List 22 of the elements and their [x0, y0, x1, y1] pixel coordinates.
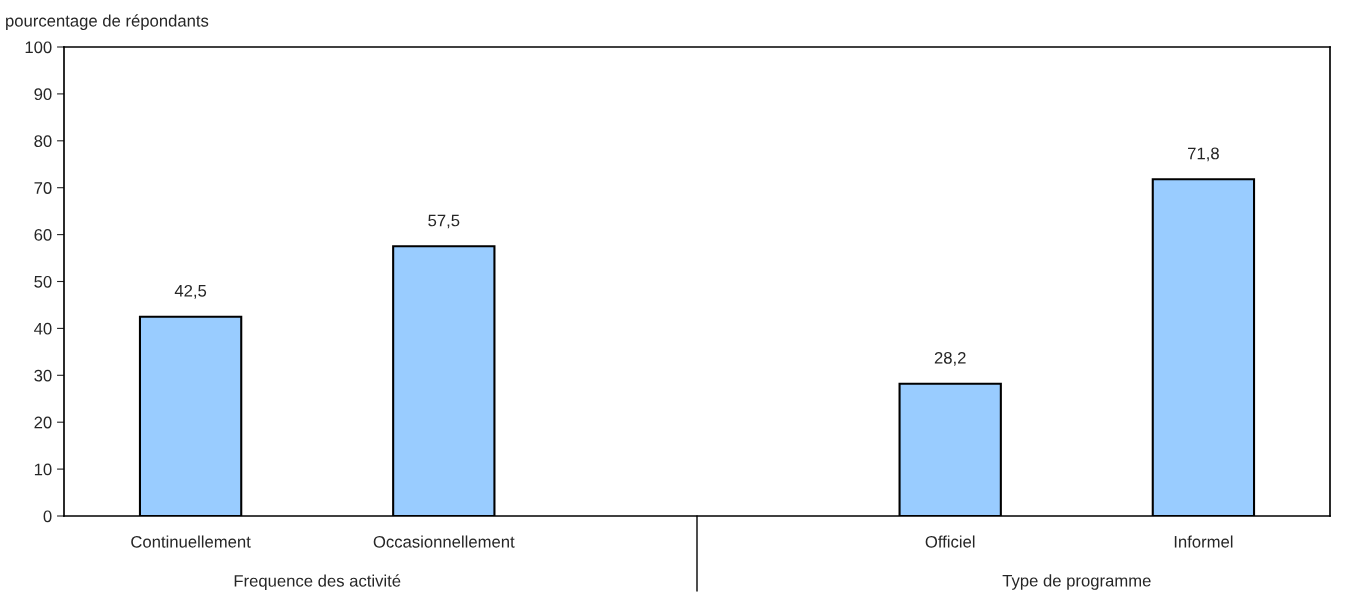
y-tick-label: 100	[25, 41, 52, 54]
x-tick-label: Continuellement	[131, 535, 251, 548]
y-tick-label: 40	[34, 322, 52, 335]
data-label: 28,2	[934, 351, 966, 366]
data-label: 71,8	[1188, 147, 1219, 162]
x-tick-label: Occasionnellement	[373, 535, 515, 548]
y-tick-label: 0	[43, 510, 52, 523]
y-tick-label: 70	[34, 182, 52, 194]
data-label: 42,5	[174, 284, 207, 299]
y-tick-label: 10	[34, 463, 52, 476]
y-tick-label: 50	[34, 275, 52, 288]
x-tick-label: Officiel	[925, 535, 975, 548]
y-tick-label: 20	[34, 416, 52, 429]
data-label: 57,5	[428, 214, 460, 229]
y-tick-label: 80	[34, 135, 52, 147]
y-tick-label: 60	[34, 229, 52, 241]
y-tick-label: 30	[34, 369, 52, 382]
text: Frequence des activité	[234, 574, 401, 591]
y-tick-label: 90	[34, 88, 52, 101]
x-tick-label: Informel	[1174, 535, 1233, 548]
text: Type de programme	[1002, 574, 1151, 590]
y-axis-title: pourcentage de répondants	[6, 14, 209, 30]
